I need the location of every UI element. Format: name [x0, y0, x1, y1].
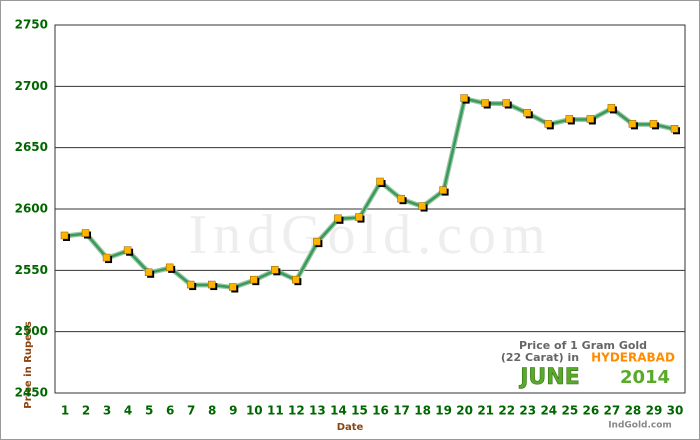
marker: [460, 94, 468, 102]
y-tick-label: 2500: [15, 324, 48, 338]
x-tick-label: 4: [124, 404, 132, 418]
marker: [207, 280, 216, 289]
x-tick-label: 19: [435, 404, 452, 418]
x-tick-label: 3: [103, 404, 111, 418]
marker: [670, 125, 679, 133]
marker: [292, 275, 300, 284]
x-tick-label: 11: [267, 404, 284, 418]
annotation: IndGold.com: [608, 421, 672, 431]
x-axis-label: Date: [337, 422, 364, 433]
x-tick-label: 16: [372, 404, 389, 418]
x-tick-label: 14: [330, 404, 347, 418]
x-tick-label: 12: [288, 404, 305, 418]
x-tick-label: 22: [498, 404, 515, 418]
marker: [565, 115, 574, 123]
x-tick-label: 25: [561, 404, 578, 418]
x-tick-label: 5: [145, 404, 153, 418]
marker: [649, 120, 658, 128]
y-tick-label: 2650: [15, 140, 48, 154]
y-tick-label: 2450: [15, 386, 48, 400]
x-tick-label: 18: [414, 404, 431, 418]
marker: [334, 214, 342, 223]
marker: [355, 213, 363, 221]
marker: [418, 202, 426, 210]
annotation: (22 Carat) in: [501, 351, 579, 364]
marker: [144, 268, 153, 277]
marker: [376, 177, 384, 186]
y-tick-label: 2750: [15, 18, 48, 32]
x-tick-label: 8: [208, 404, 216, 418]
x-tick-label: 10: [246, 404, 263, 418]
y-tick-label: 2550: [15, 263, 48, 277]
x-tick-label: 23: [519, 404, 536, 418]
y-tick-label: 2700: [15, 79, 48, 93]
annotation: 2014: [620, 367, 670, 388]
marker: [123, 246, 132, 254]
marker: [102, 253, 111, 262]
marker: [81, 229, 90, 237]
marker: [439, 186, 447, 194]
x-tick-label: 1: [61, 404, 69, 418]
marker: [628, 120, 637, 128]
marker: [523, 109, 532, 117]
x-tick-label: 26: [583, 404, 600, 418]
annotation: HYDERABAD: [591, 351, 675, 365]
marker: [502, 99, 510, 107]
y-axis-label: Price in Rupees: [23, 321, 34, 408]
annotation: Price of 1 Gram Gold: [519, 339, 647, 352]
watermark: IndGold.com: [188, 204, 551, 266]
x-tick-label: 13: [309, 404, 326, 418]
x-tick-label: 27: [604, 404, 621, 418]
marker: [271, 266, 279, 274]
marker: [165, 263, 174, 272]
x-tick-label: 17: [393, 404, 410, 418]
marker: [186, 280, 195, 289]
marker: [481, 99, 489, 107]
marker: [397, 194, 405, 203]
y-tick-label: 2600: [15, 202, 48, 216]
x-tick-label: 9: [229, 404, 237, 418]
marker: [250, 275, 258, 284]
marker: [313, 237, 321, 246]
x-tick-label: 28: [625, 404, 642, 418]
x-tick-label: 6: [166, 404, 174, 418]
x-tick-label: 7: [187, 404, 195, 418]
x-tick-label: 21: [477, 404, 494, 418]
annotation: JUNE: [518, 365, 580, 390]
marker: [586, 115, 595, 123]
x-tick-label: 29: [646, 404, 663, 418]
x-tick-label: 30: [667, 404, 684, 418]
marker: [60, 231, 69, 240]
x-tick-label: 24: [540, 404, 557, 418]
x-tick-label: 2: [82, 404, 90, 418]
marker: [229, 283, 237, 291]
x-tick-label: 20: [456, 404, 473, 418]
x-tick-label: 15: [351, 404, 368, 418]
marker: [607, 104, 616, 112]
marker: [544, 120, 553, 128]
